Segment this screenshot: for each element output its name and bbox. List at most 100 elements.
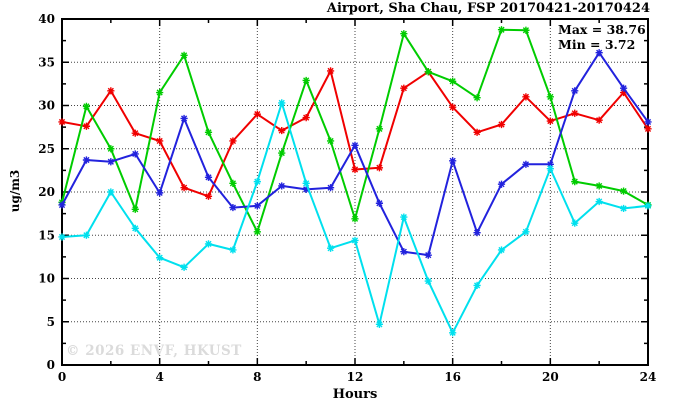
data-point-marker — [473, 94, 481, 102]
data-point-marker — [619, 187, 628, 195]
x-tick-label: 0 — [58, 370, 66, 384]
data-point-marker — [449, 157, 457, 165]
data-point-marker — [400, 248, 408, 256]
data-point-marker — [107, 145, 115, 153]
series-green-markers — [58, 26, 652, 236]
data-point-marker — [326, 244, 335, 252]
data-point-marker — [449, 77, 457, 85]
data-point-marker — [595, 116, 603, 124]
data-point-marker — [278, 182, 286, 190]
y-axis-label: ug/m3 — [8, 169, 22, 213]
min-value-label: Min = 3.72 — [558, 37, 636, 52]
data-point-marker — [156, 254, 164, 262]
x-tick-label: 4 — [155, 370, 163, 384]
series-cyan-markers — [58, 99, 652, 337]
data-point-marker — [351, 165, 359, 174]
data-point-marker — [571, 87, 579, 95]
data-point-marker — [497, 26, 506, 34]
data-point-marker — [58, 118, 66, 126]
x-tick-label: 16 — [444, 370, 461, 384]
data-point-marker — [424, 251, 432, 259]
data-point-marker — [522, 26, 530, 34]
data-point-marker — [326, 67, 335, 75]
data-point-marker — [82, 122, 91, 130]
data-point-marker — [204, 240, 213, 248]
data-point-marker — [326, 184, 335, 192]
data-point-marker — [278, 126, 286, 135]
data-point-marker — [522, 93, 530, 101]
watermark: © 2026 ENVF, HKUST — [66, 343, 242, 359]
data-point-marker — [253, 202, 261, 210]
series-blue-line — [61, 51, 649, 257]
data-point-marker — [497, 120, 506, 129]
data-point-marker — [229, 137, 237, 145]
data-point-marker — [302, 185, 310, 194]
data-point-marker — [449, 329, 457, 337]
data-point-marker — [180, 263, 188, 271]
data-point-marker — [571, 178, 579, 186]
data-point-marker — [449, 103, 457, 111]
data-point-marker — [522, 160, 530, 168]
data-point-marker — [400, 30, 408, 38]
data-point-marker — [58, 201, 66, 209]
data-point-marker — [351, 236, 359, 245]
data-point-marker — [546, 93, 554, 101]
data-point-marker — [278, 149, 286, 157]
data-point-marker — [204, 192, 213, 200]
data-point-marker — [375, 199, 384, 207]
data-point-marker — [619, 84, 628, 92]
data-point-marker — [595, 197, 603, 206]
series-blue-markers — [58, 49, 652, 259]
data-point-marker — [131, 224, 139, 232]
data-point-marker — [644, 202, 652, 210]
data-point-marker — [253, 178, 261, 186]
data-point-marker — [229, 203, 237, 212]
data-point-marker — [571, 219, 579, 227]
chart-title: Airport, Sha Chau, FSP 20170421-20170424 — [326, 1, 650, 16]
data-point-marker — [204, 128, 213, 136]
data-point-marker — [253, 110, 261, 118]
data-point-marker — [302, 114, 310, 122]
data-point-marker — [82, 156, 91, 164]
data-point-marker — [58, 233, 66, 241]
data-point-marker — [375, 320, 384, 328]
data-point-marker — [180, 114, 188, 123]
data-point-marker — [497, 246, 506, 254]
data-point-marker — [156, 189, 164, 197]
y-tick-label: 30 — [38, 99, 55, 113]
data-point-marker — [229, 246, 237, 254]
data-point-marker — [619, 204, 628, 213]
data-point-marker — [253, 228, 261, 236]
data-point-marker — [107, 158, 115, 166]
data-point-marker — [522, 228, 530, 236]
data-point-marker — [131, 150, 139, 158]
data-point-marker — [644, 125, 652, 133]
data-point-marker — [595, 182, 603, 190]
data-point-marker — [546, 117, 554, 125]
data-point-marker — [156, 88, 164, 97]
data-point-marker — [131, 129, 139, 137]
y-tick-label: 20 — [38, 185, 55, 199]
x-tick-label: 20 — [542, 370, 559, 384]
data-point-marker — [473, 229, 481, 237]
data-point-marker — [302, 179, 310, 187]
data-point-marker — [180, 184, 188, 192]
data-point-marker — [400, 84, 408, 92]
data-point-marker — [546, 165, 554, 173]
data-point-marker — [82, 231, 91, 239]
data-point-marker — [595, 49, 603, 57]
x-tick-label: 24 — [640, 370, 657, 384]
data-point-marker — [473, 281, 481, 290]
y-tick-label: 5 — [47, 315, 55, 329]
max-min-annotation: Max = 38.76 Min = 3.72 — [558, 22, 646, 52]
data-point-marker — [424, 68, 432, 76]
data-point-marker — [424, 277, 432, 285]
data-point-marker — [351, 141, 359, 149]
data-point-marker — [619, 88, 628, 97]
data-point-marker — [644, 118, 652, 126]
data-point-marker — [302, 76, 310, 85]
data-point-marker — [82, 102, 91, 110]
y-tick-label: 15 — [38, 228, 55, 242]
